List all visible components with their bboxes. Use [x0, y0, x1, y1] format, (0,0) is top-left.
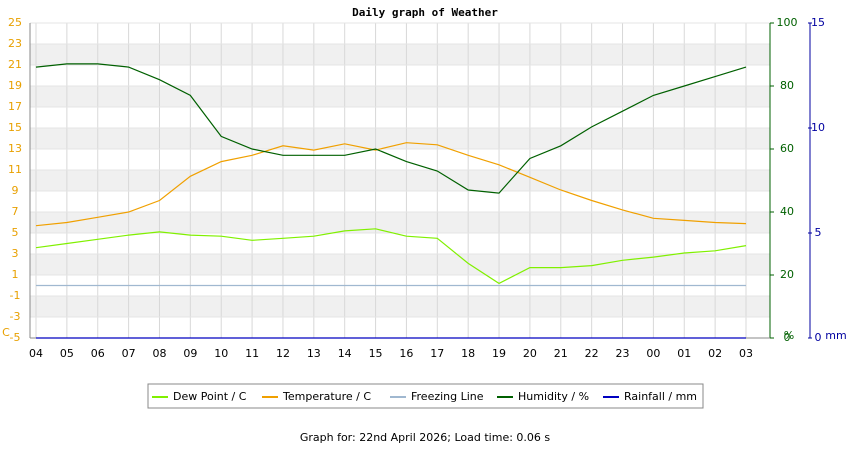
y-tick-label: 15 [8, 121, 22, 134]
grid-band [30, 254, 770, 275]
legend-label: Humidity / % [518, 390, 589, 403]
y-tick-label: 19 [8, 79, 22, 92]
x-tick-label: 23 [616, 347, 630, 360]
x-tick-label: 13 [307, 347, 321, 360]
y3-tick-label: 0 [815, 331, 822, 344]
y2-tick-label: 40 [780, 205, 794, 218]
x-tick-label: 14 [338, 347, 352, 360]
x-tick-label: 01 [677, 347, 691, 360]
x-tick-label: 20 [523, 347, 537, 360]
y-tick-label: -1 [10, 289, 21, 302]
x-tick-label: 05 [60, 347, 74, 360]
x-tick-label: 04 [29, 347, 43, 360]
x-tick-label: 09 [183, 347, 197, 360]
x-tick-label: 18 [461, 347, 475, 360]
series-line [35, 142, 747, 227]
x-tick-label: 10 [214, 347, 228, 360]
y2-tick-label: 100 [777, 16, 798, 29]
y-tick-label: 25 [8, 16, 22, 29]
y-tick-label: 5 [12, 226, 19, 239]
x-tick-label: 19 [492, 347, 506, 360]
y3-tick-label: 10 [811, 121, 825, 134]
y3-tick-label: 5 [815, 226, 822, 239]
footer: Graph for: 22nd April 2026; Load time: 0… [300, 431, 551, 444]
grid-band [30, 86, 770, 107]
y-tick-label: 21 [8, 58, 22, 71]
x-tick-label: 03 [739, 347, 753, 360]
y-tick-label: 1 [12, 268, 19, 281]
x-tick-label: 15 [369, 347, 383, 360]
grid-band [30, 170, 770, 191]
x-tick-label: 12 [276, 347, 290, 360]
y-tick-label: -5 [10, 331, 21, 344]
x-tick-label: 22 [585, 347, 599, 360]
legend-label: Rainfall / mm [624, 390, 697, 403]
y-tick-label: 17 [8, 100, 22, 113]
y3-tick-label: 15 [811, 16, 825, 29]
chart-title: Daily graph of Weather [352, 6, 498, 19]
x-tick-label: 21 [554, 347, 568, 360]
legend-label: Temperature / C [282, 390, 371, 403]
x-tick-label: 00 [646, 347, 660, 360]
x-tick-label: 06 [91, 347, 105, 360]
x-tick-label: 07 [122, 347, 136, 360]
y-tick-label: -3 [10, 310, 21, 323]
x-tick-label: 17 [430, 347, 444, 360]
series-line [35, 63, 747, 194]
y-tick-label: 23 [8, 37, 22, 50]
y-tick-label: 3 [12, 247, 19, 260]
grid-band [30, 44, 770, 65]
grid-band [30, 296, 770, 317]
grid-band [30, 212, 770, 233]
y-tick-label: 9 [12, 184, 19, 197]
y2-tick-label: 0 [784, 331, 791, 344]
grid-band [30, 128, 770, 149]
y-tick-label: 11 [8, 163, 22, 176]
plot-background [30, 22, 770, 339]
y2-tick-label: 60 [780, 142, 794, 155]
y-tick-label: 13 [8, 142, 22, 155]
y-tick-label: 7 [12, 205, 19, 218]
y3-axis-label: mm [825, 329, 846, 342]
legend-label: Dew Point / C [173, 390, 247, 403]
x-tick-label: 02 [708, 347, 722, 360]
x-tick-label: 16 [399, 347, 413, 360]
y2-tick-label: 20 [780, 268, 794, 281]
x-tick-label: 08 [152, 347, 166, 360]
x-tick-label: 11 [245, 347, 259, 360]
y2-axis-label: % [784, 329, 794, 342]
series-line [35, 228, 747, 285]
y-axis-label: C [2, 326, 10, 339]
y2-tick-label: 80 [780, 79, 794, 92]
legend-label: Freezing Line [411, 390, 484, 403]
